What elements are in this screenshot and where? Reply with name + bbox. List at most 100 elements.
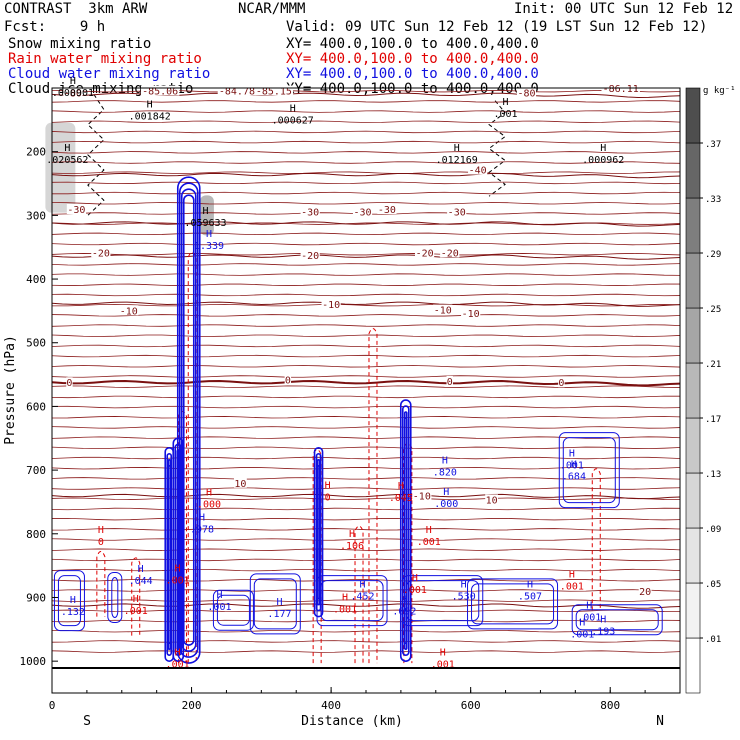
cloud-water-blob-6 — [467, 578, 559, 630]
isotherm-line — [51, 446, 681, 450]
colorbar-unit: g kg⁻¹ — [703, 86, 736, 96]
max-value-label: .001 — [577, 612, 601, 623]
max-value-label: .001842 — [129, 112, 171, 123]
y-tick-label: 1000 — [20, 655, 47, 668]
field-rain-xy: XY= 400.0,100.0 to 400.0,400.0 — [286, 51, 539, 67]
cloud-water-blob-5 — [402, 575, 484, 627]
isotherm-line — [51, 171, 681, 174]
temperature-label-bg — [63, 87, 83, 98]
max-value-label: .001 — [207, 602, 231, 613]
max-value-label: .000962 — [582, 155, 624, 166]
cloud-water-blob-3 — [253, 578, 297, 630]
max-marker-h: H — [579, 618, 585, 629]
y-tick-label: 500 — [26, 337, 46, 350]
temperature-label: -86.11 — [603, 84, 639, 95]
y-tick-label: 300 — [26, 209, 46, 222]
isotherm-line — [51, 528, 681, 531]
isotherm-line — [51, 497, 681, 500]
max-marker-h: H — [325, 481, 331, 492]
cloud-water-column-2 — [167, 465, 172, 644]
temperature-label: -30 — [378, 205, 396, 216]
temperature-label-bg — [284, 374, 292, 385]
cloud-water-column-3 — [316, 465, 321, 600]
colorbar-segment — [685, 527, 701, 584]
isotherm-line — [51, 548, 681, 551]
field-cloudice-xy: XY= 400.0,100.0 to 400.0,400.0 — [286, 81, 539, 97]
field-cloudwater-xy: XY= 400.0,100.0 to 400.0,400.0 — [286, 66, 539, 82]
colorbar-segment — [685, 87, 701, 144]
isotherm-line — [51, 283, 681, 286]
y-tick-label: 700 — [26, 464, 46, 477]
cloud-water-blob-3 — [249, 573, 301, 635]
colorbar-segment — [685, 142, 701, 199]
max-value-label: .530 — [452, 591, 476, 602]
cloud-water-column-1 — [174, 443, 183, 656]
max-value-label: .001 — [166, 575, 190, 586]
colorbar-segment — [685, 472, 701, 529]
max-value-label: .452 — [350, 591, 374, 602]
rain-column-7 — [96, 551, 106, 617]
isotherm-line — [51, 599, 681, 602]
cloud-water-blob-4 — [316, 575, 388, 627]
isotherm-line — [51, 181, 681, 185]
cloud-water-column-4 — [399, 399, 412, 662]
cloud-water-column-0 — [182, 194, 195, 646]
isotherm-line — [51, 405, 681, 409]
colorbar-tick-label: .33 — [705, 195, 721, 205]
axes: 0 200 400 600 800200300400500600700800900100… — [20, 146, 681, 712]
valid-time: Valid: 09 UTC Sun 12 Feb 12 (19 LST Sun … — [286, 19, 708, 35]
isotherm-line — [51, 120, 681, 123]
max-marker-h: H — [600, 143, 606, 154]
max-value-label: 1.339 — [194, 241, 224, 252]
max-value-label: .820 — [433, 468, 457, 479]
cloud-water-column-3 — [315, 453, 322, 612]
max-marker-h: H — [175, 647, 181, 658]
max-value-label: .059633 — [184, 218, 226, 229]
snow-contour-0 — [87, 94, 105, 216]
cloud-water-blob-0 — [53, 570, 85, 632]
max-value-label: .177 — [267, 609, 291, 620]
isotherm-line — [51, 273, 681, 276]
isotherm-line — [51, 202, 681, 205]
isotherm-0 — [51, 380, 681, 387]
temperature-label-bg — [217, 85, 257, 96]
cloud-water-blob-7 — [562, 437, 616, 504]
temperature-label: -80 — [64, 88, 82, 99]
temperature-label: -85.06 — [142, 87, 178, 98]
isotherm-line — [51, 640, 681, 643]
max-value-label: .684 — [562, 472, 586, 483]
cloud-water-blob-1 — [107, 571, 123, 623]
x-tick-label: 600 — [461, 699, 481, 712]
max-value-label: .193 — [591, 626, 615, 637]
isotherm-line — [51, 242, 681, 246]
rain-column-3 — [368, 328, 378, 664]
max-value-label: .012169 — [436, 155, 478, 166]
isotherm-line — [51, 263, 681, 266]
cloud-water-blob-5 — [406, 580, 480, 622]
x-tick-label: 200 — [182, 699, 202, 712]
temperature-label-bg — [558, 377, 565, 388]
cloud-water-column-3 — [313, 447, 324, 618]
colorbar-segment — [685, 362, 701, 419]
field-snow-label: Snow mixing ratio — [8, 36, 152, 52]
isotherm-line — [51, 456, 681, 460]
snow-shading-layer — [45, 94, 506, 236]
x-axis-label: Distance (km) — [301, 714, 403, 729]
temperature-label: 10 — [234, 479, 246, 490]
max-value-label: .001 — [570, 630, 594, 641]
temperature-label-bg — [352, 206, 373, 217]
cloud-water-column-4 — [403, 417, 408, 644]
colorbar-tick-label: .37 — [705, 140, 721, 150]
max-value-label: .001 — [431, 659, 455, 670]
max-marker-h: H — [440, 647, 446, 658]
y-axis-label: Pressure (hPa) — [3, 335, 18, 445]
temperature-label-bg — [516, 87, 537, 98]
max-marker-h: H — [133, 594, 139, 605]
max-marker-h: H — [147, 100, 153, 111]
temperature-label: -20 — [301, 251, 319, 262]
temperature-label: 20 — [639, 587, 651, 598]
isotherm-line — [51, 650, 681, 653]
max-marker-h: H — [199, 512, 205, 523]
colorbar-tick-label: .21 — [705, 360, 721, 370]
colorbar-tick-label: .09 — [705, 525, 721, 535]
